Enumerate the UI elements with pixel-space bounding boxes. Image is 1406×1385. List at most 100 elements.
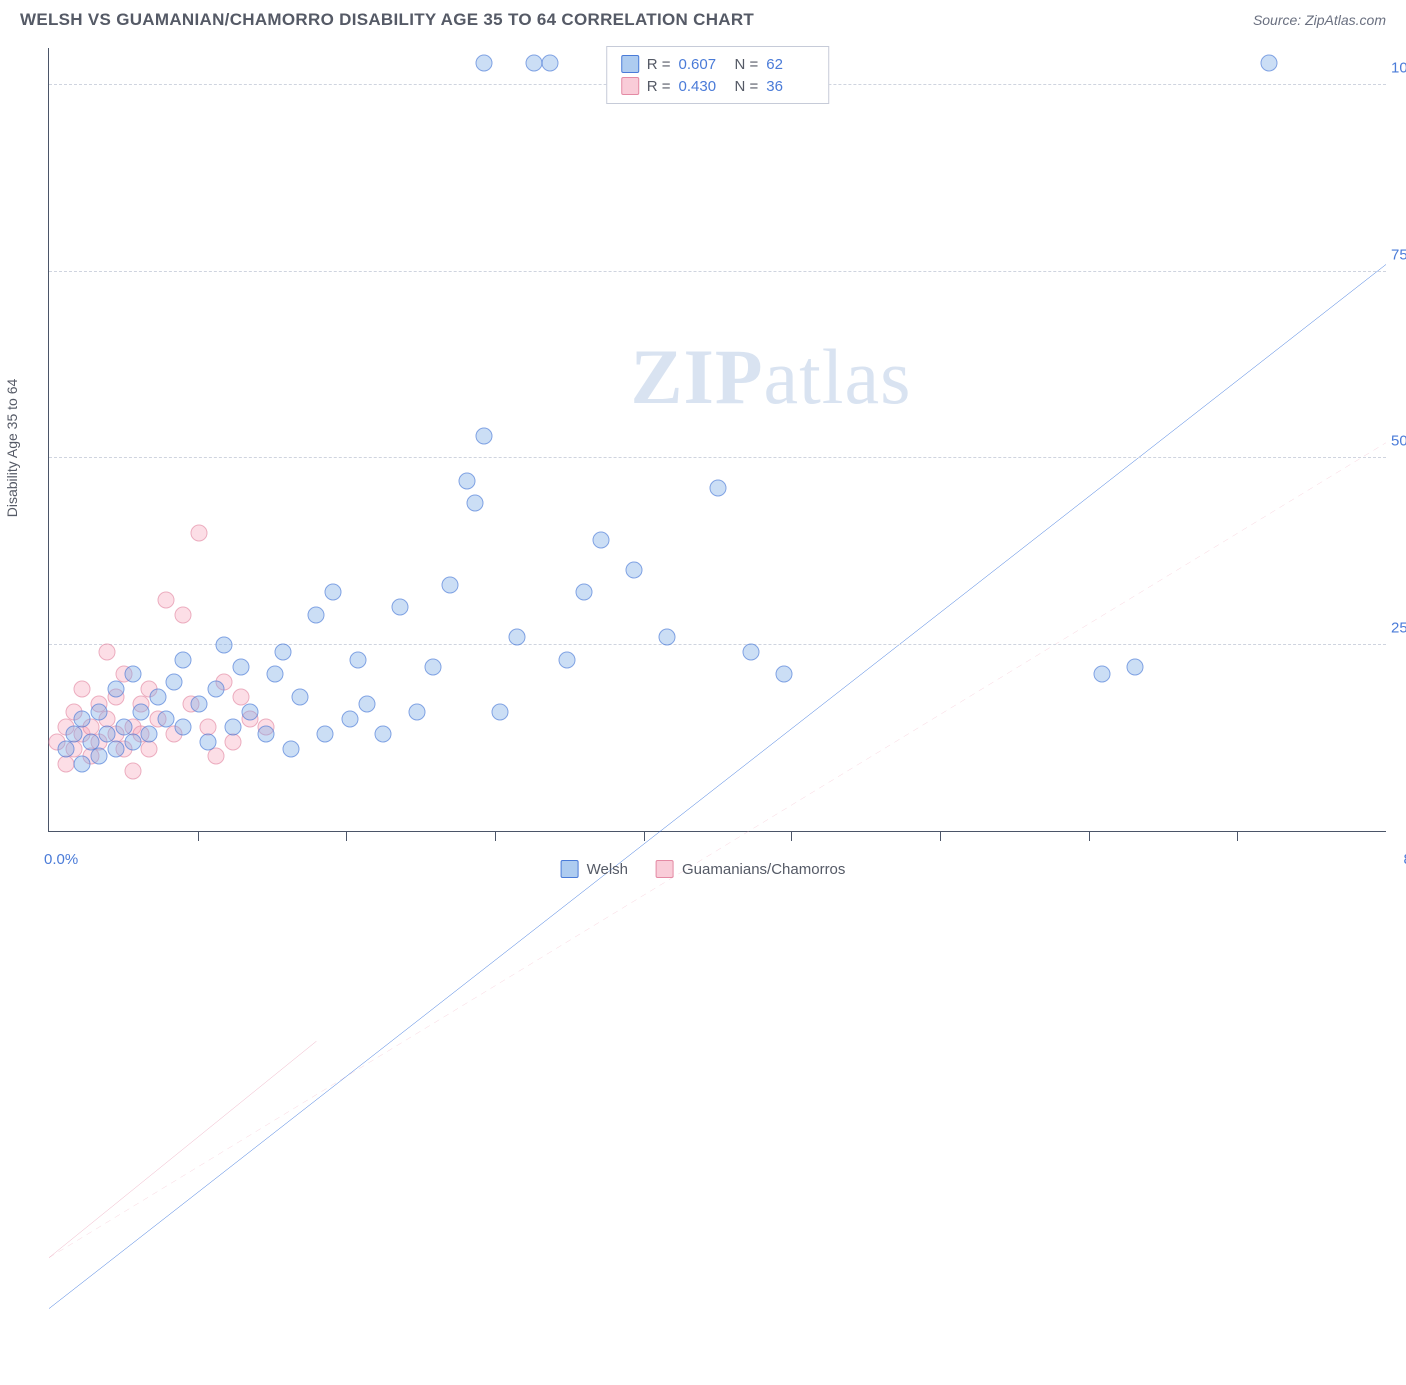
chart-area: Disability Age 35 to 64 ZIPatlas R = 0.6…: [48, 48, 1386, 832]
data-point: [91, 703, 108, 720]
r-value-welsh: 0.607: [679, 56, 727, 73]
data-point: [525, 54, 542, 71]
x-tick: [791, 831, 792, 841]
series-legend: Welsh Guamanians/Chamorros: [561, 860, 846, 878]
data-point: [66, 726, 83, 743]
x-axis-origin-label: 0.0%: [44, 851, 78, 868]
gridline: [49, 271, 1386, 272]
data-point: [174, 651, 191, 668]
y-tick-label: 75.0%: [1391, 246, 1406, 263]
data-point: [508, 629, 525, 646]
data-point: [308, 606, 325, 623]
data-point: [157, 591, 174, 608]
data-point: [341, 711, 358, 728]
data-point: [57, 755, 74, 772]
data-point: [425, 658, 442, 675]
data-point: [174, 718, 191, 735]
correlation-legend: R = 0.607 N = 62 R = 0.430 N = 36: [606, 46, 830, 104]
data-point: [224, 718, 241, 735]
data-point: [1127, 658, 1144, 675]
y-axis-label: Disability Age 35 to 64: [4, 379, 20, 518]
y-tick-label: 100.0%: [1391, 60, 1406, 77]
trendline-segment: [49, 1041, 316, 1257]
x-tick: [346, 831, 347, 841]
data-point: [224, 733, 241, 750]
data-point: [241, 703, 258, 720]
data-point: [458, 472, 475, 489]
data-point: [157, 711, 174, 728]
data-point: [350, 651, 367, 668]
data-point: [124, 763, 141, 780]
data-point: [1261, 54, 1278, 71]
n-value-welsh: 62: [766, 56, 814, 73]
data-point: [91, 748, 108, 765]
trendline: [49, 264, 1386, 1308]
x-tick: [495, 831, 496, 841]
watermark: ZIPatlas: [630, 332, 911, 422]
x-tick: [644, 831, 645, 841]
data-point: [492, 703, 509, 720]
data-point: [575, 584, 592, 601]
data-point: [592, 532, 609, 549]
data-point: [74, 711, 91, 728]
plot-area: ZIPatlas R = 0.607 N = 62 R = 0.430 N = …: [48, 48, 1386, 832]
data-point: [191, 524, 208, 541]
data-point: [208, 681, 225, 698]
x-tick: [940, 831, 941, 841]
data-point: [776, 666, 793, 683]
data-point: [99, 644, 116, 661]
data-point: [742, 644, 759, 661]
data-point: [124, 666, 141, 683]
data-point: [442, 576, 459, 593]
legend-row-welsh: R = 0.607 N = 62: [621, 53, 815, 75]
data-point: [542, 54, 559, 71]
data-point: [475, 54, 492, 71]
swatch-guamanians-icon: [621, 77, 639, 95]
data-point: [358, 696, 375, 713]
swatch-welsh-icon: [621, 55, 639, 73]
data-point: [291, 688, 308, 705]
data-point: [141, 726, 158, 743]
trendline: [49, 443, 1386, 1258]
data-point: [391, 599, 408, 616]
gridline: [49, 644, 1386, 645]
y-tick-label: 25.0%: [1391, 619, 1406, 636]
data-point: [559, 651, 576, 668]
data-point: [625, 562, 642, 579]
data-point: [375, 726, 392, 743]
data-point: [174, 606, 191, 623]
data-point: [166, 673, 183, 690]
data-point: [149, 688, 166, 705]
data-point: [132, 703, 149, 720]
x-tick: [198, 831, 199, 841]
legend-item-welsh: Welsh: [561, 860, 628, 878]
gridline: [49, 457, 1386, 458]
data-point: [283, 740, 300, 757]
data-point: [74, 755, 91, 772]
y-tick-label: 50.0%: [1391, 433, 1406, 450]
data-point: [274, 644, 291, 661]
data-point: [408, 703, 425, 720]
data-point: [1093, 666, 1110, 683]
data-point: [233, 658, 250, 675]
data-point: [258, 726, 275, 743]
data-point: [141, 740, 158, 757]
r-value-guamanians: 0.430: [679, 78, 727, 95]
data-point: [709, 479, 726, 496]
data-point: [475, 427, 492, 444]
data-point: [208, 748, 225, 765]
data-point: [107, 740, 124, 757]
data-point: [316, 726, 333, 743]
data-point: [325, 584, 342, 601]
data-point: [124, 733, 141, 750]
data-point: [191, 696, 208, 713]
data-point: [266, 666, 283, 683]
legend-row-guamanians: R = 0.430 N = 36: [621, 75, 815, 97]
data-point: [107, 681, 124, 698]
legend-item-guamanians: Guamanians/Chamorros: [656, 860, 845, 878]
x-tick: [1237, 831, 1238, 841]
n-value-guamanians: 36: [766, 78, 814, 95]
data-point: [467, 494, 484, 511]
data-point: [659, 629, 676, 646]
swatch-welsh-icon: [561, 860, 579, 878]
